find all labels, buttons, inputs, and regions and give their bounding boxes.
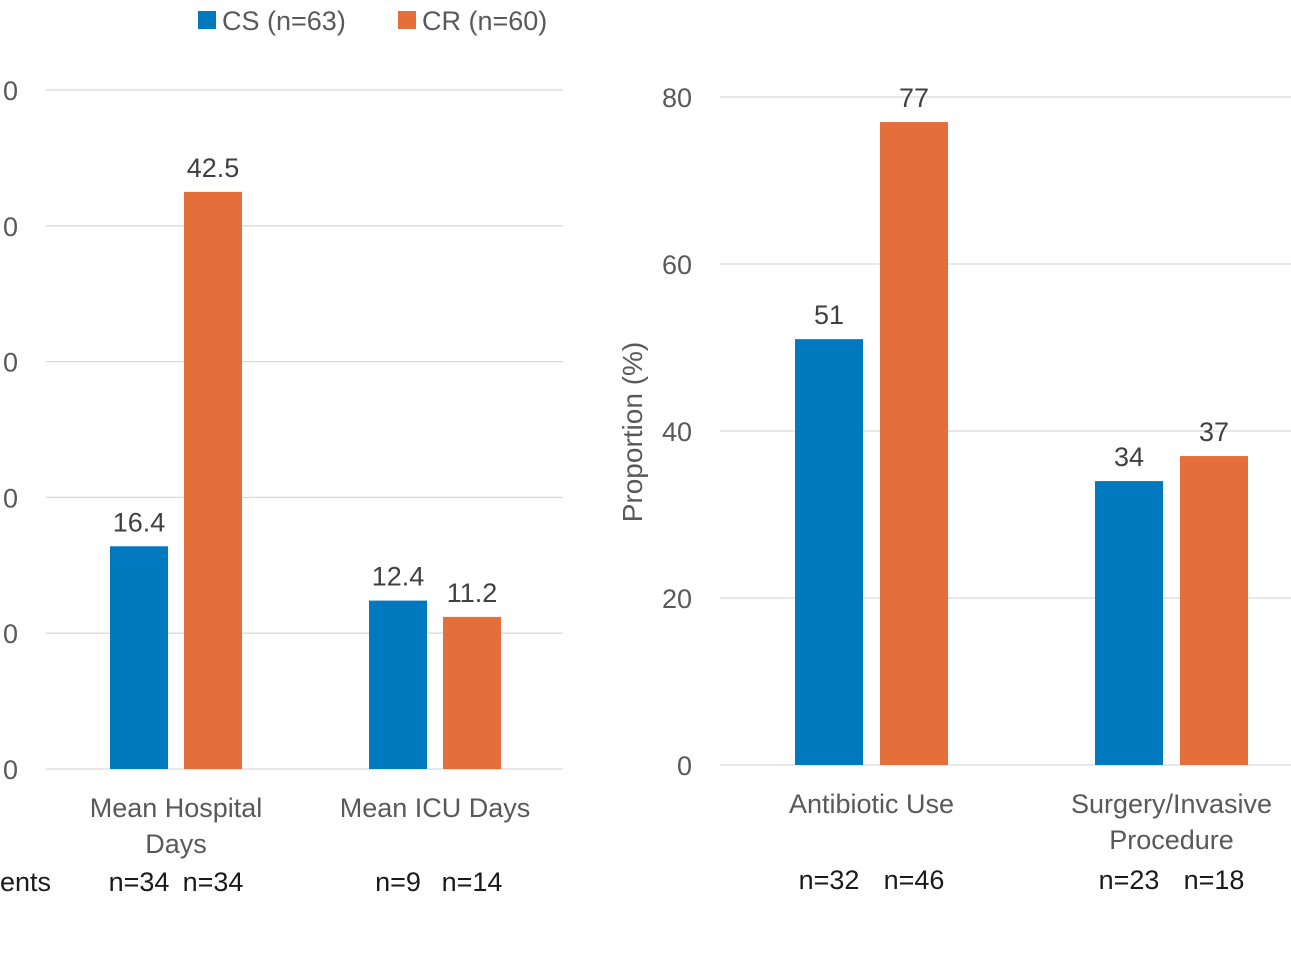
n-label-c2-1-2: n=46 [884,865,945,895]
bar-c2-1-2 [880,122,948,766]
bar-c1-2-1 [369,600,427,769]
legend-label-2: CR (n=60) [422,6,547,36]
bar-c2-2-1 [1095,481,1163,765]
n-label-c2-2-1: n=23 [1099,865,1160,895]
y-tick-c1-0: 0 [3,755,18,785]
data-label-c2-1-1: 51 [814,300,844,330]
legend-swatch-2 [398,11,416,29]
n-label-c1-1-1: n=34 [109,867,170,897]
y-tick-c1-4: 0 [3,212,18,242]
data-label-c1-1-2: 42.5 [187,153,240,183]
bar-c2-2-2 [1180,456,1248,765]
y-tick-c2-4: 80 [662,83,692,113]
category-label-c2-2-2: Procedure [1109,825,1234,855]
y-tick-c1-2: 0 [3,483,18,513]
legend-swatch-1 [198,11,216,29]
data-label-c2-2-2: 37 [1199,417,1229,447]
y-tick-c2-3: 60 [662,250,692,280]
y-tick-c1-5: 0 [3,76,18,106]
legend-label-1: CS (n=63) [222,6,346,36]
bar-c1-1-1 [110,546,168,769]
row-label-fragment: ents [0,867,51,897]
n-label-c1-2-2: n=14 [442,867,503,897]
bar-c1-1-2 [184,191,242,770]
category-label-c1-2-1: Mean ICU Days [340,793,531,823]
data-label-c2-2-1: 34 [1114,442,1144,472]
bar-c2-1-1 [795,339,863,765]
y-tick-c1-1: 0 [3,619,18,649]
category-label-c1-1-1: Mean Hospital [90,793,263,823]
bar-c1-2-2 [443,616,501,769]
y-tick-c2-1: 20 [662,584,692,614]
n-label-c1-1-2: n=34 [183,867,244,897]
category-label-c2-1-1: Antibiotic Use [789,789,954,819]
n-label-c2-2-2: n=18 [1184,865,1245,895]
data-label-c1-2-1: 12.4 [372,562,425,592]
data-label-c1-1-1: 16.4 [113,507,166,537]
data-label-c1-2-2: 11.2 [447,578,498,608]
y-tick-c1-3: 0 [3,348,18,378]
n-label-c1-2-1: n=9 [375,867,421,897]
y-tick-c2-2: 40 [662,417,692,447]
n-label-c2-1-1: n=32 [799,865,860,895]
category-label-c2-2-1: Surgery/Invasive [1071,789,1272,819]
category-label-c1-1-2: Days [145,829,207,859]
y-axis-title-c2: Proportion (%) [617,342,648,523]
data-label-c2-1-2: 77 [899,83,929,113]
y-tick-c2-0: 0 [677,751,692,781]
